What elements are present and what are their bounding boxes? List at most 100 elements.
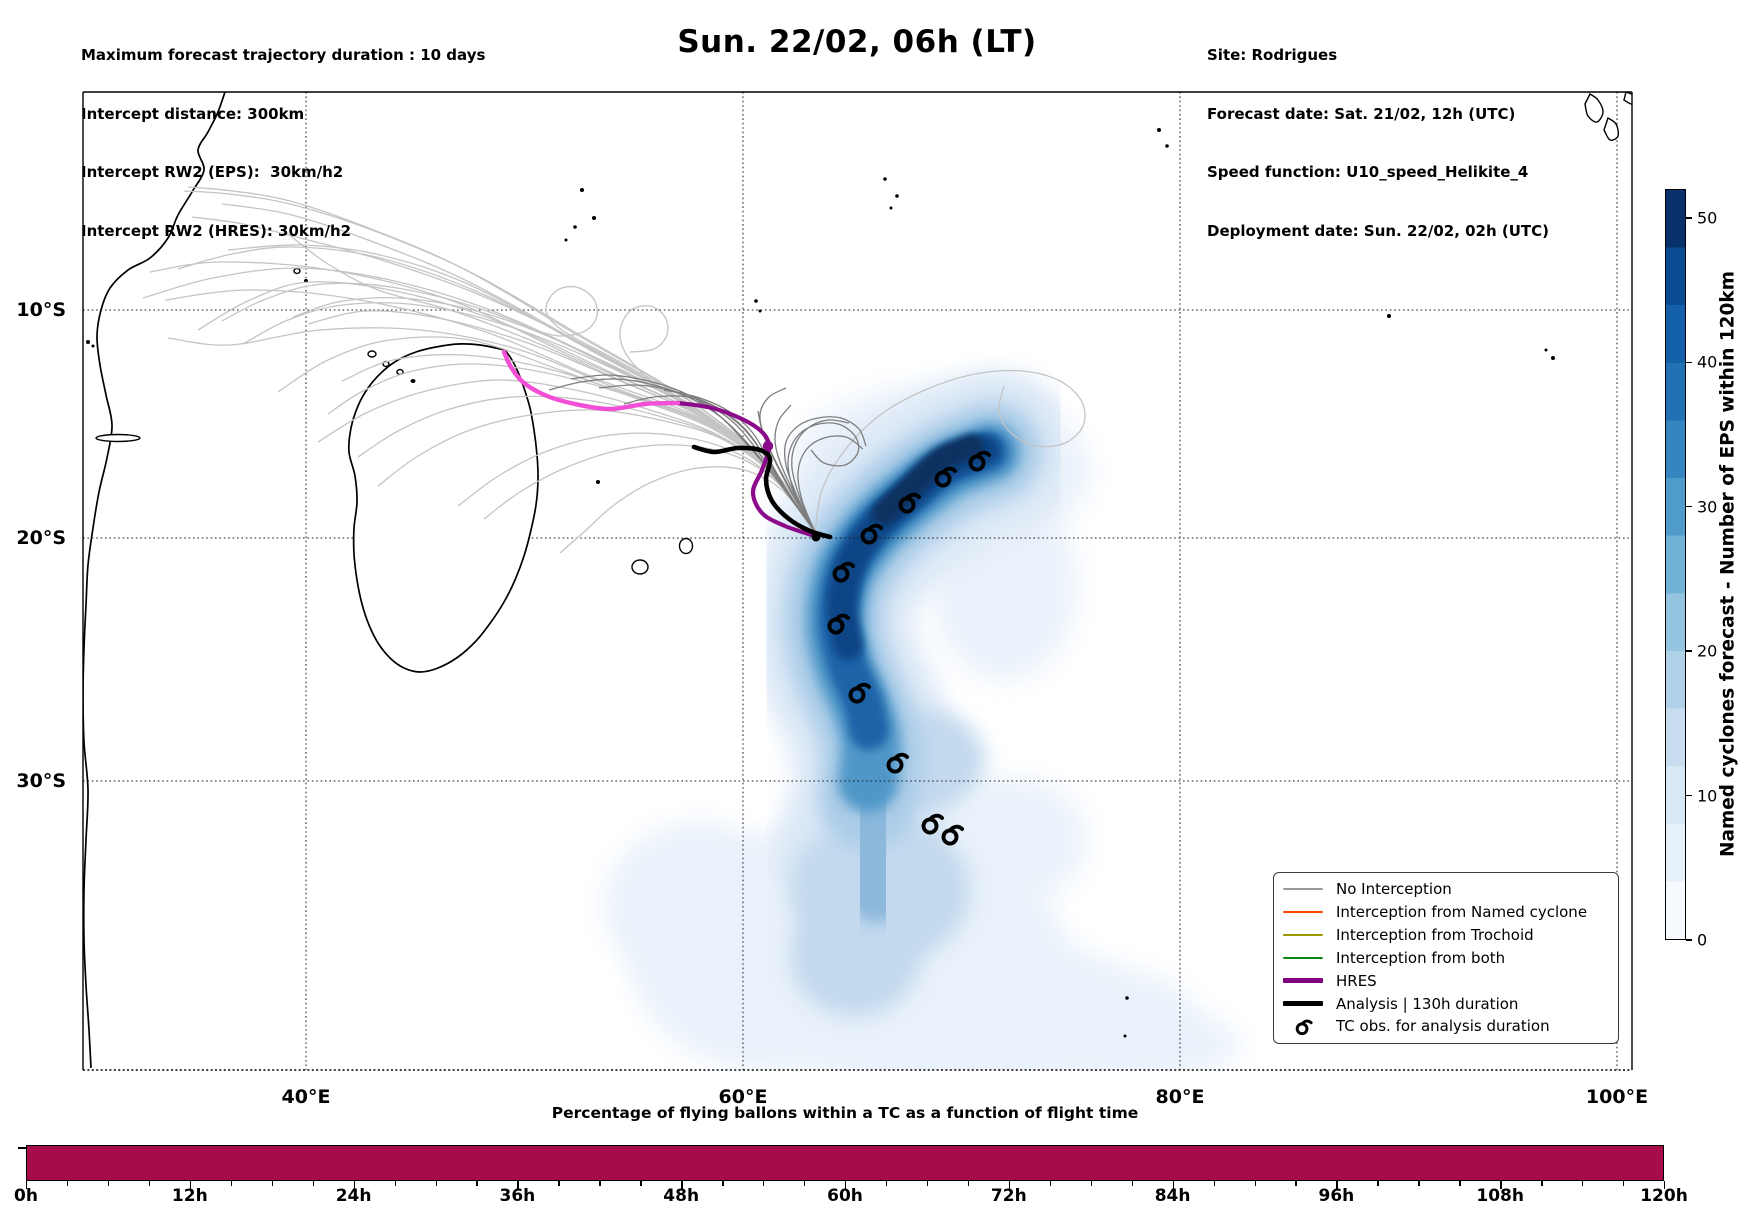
trajectory-no-interception: [457, 432, 816, 533]
island: [1165, 144, 1169, 148]
bottom-axis-tick: [722, 1181, 724, 1186]
bottom-axis-tick: [1172, 1181, 1174, 1189]
trajectory-no-interception: [814, 369, 1086, 533]
legend-item: Analysis | 130h duration: [1282, 993, 1610, 1015]
bottom-axis-tick: [1623, 1181, 1625, 1186]
island: [1544, 348, 1548, 352]
bottom-axis-tick-label: 12h: [171, 1186, 208, 1206]
island: [758, 309, 762, 313]
island: [580, 188, 584, 192]
bottom-axis-tick: [1500, 1181, 1502, 1189]
island: [596, 480, 600, 484]
bottom-axis-tick: [967, 1181, 970, 1186]
bottom-axis-tick-label: 36h: [499, 1186, 536, 1206]
island: [95, 433, 141, 443]
tc-observation-icon: [934, 466, 958, 488]
page-title: Sun. 22/02, 06h (LT): [677, 24, 1037, 60]
y-tick-label: 20°S: [16, 527, 66, 549]
trajectory-no-interception: [483, 444, 816, 533]
island: [91, 344, 95, 348]
bottom-axis-tick: [107, 1181, 110, 1186]
launch-site-dot: [811, 532, 821, 542]
param-line: Intercept RW2 (EPS): 30km/h2: [81, 163, 344, 181]
param-line: Maximum forecast trajectory duration : 1…: [81, 46, 486, 64]
bottom-axis-tick: [1008, 1181, 1011, 1189]
bottom-axis-tick: [885, 1181, 888, 1186]
legend-line-swatch: [1283, 956, 1323, 959]
bottom-axis-tick: [1459, 1181, 1461, 1186]
map-frame: [82, 91, 1633, 1071]
legend-item: Interception from Named cyclone: [1282, 901, 1610, 923]
y-tick-label: 30°S: [16, 770, 66, 792]
bottom-axis-tick: [189, 1181, 192, 1189]
island: [895, 194, 899, 198]
bottom-axis-tick: [476, 1181, 478, 1186]
colorbar-tick-label: 30: [1697, 497, 1718, 517]
forecast-params-block: Maximum forecast trajectory duration : 1…: [81, 7, 485, 280]
bottom-axis-tick: [1418, 1181, 1420, 1186]
trajectory-no-interception: [787, 422, 860, 533]
trajectory-no-interception: [533, 285, 816, 533]
legend-item: HRES: [1282, 970, 1610, 992]
bottom-axis-tick: [681, 1181, 683, 1189]
bottom-chart-title: Percentage of flying ballons within a TC…: [551, 1104, 1139, 1122]
bottom-axis-tick: [1664, 1181, 1666, 1189]
legend-item: Interception from both: [1282, 947, 1610, 969]
x-tick-label: 100°E: [1585, 1086, 1649, 1108]
bottom-axis-tick-label: 60h: [827, 1186, 863, 1206]
tc-observation-icon: [941, 824, 965, 846]
info-line: Site: Rodrigues: [1207, 46, 1338, 64]
trajectory-no-interception: [619, 305, 816, 533]
legend: No Interception Interception from Named c…: [1273, 872, 1619, 1044]
bottom-axis-tick: [1213, 1181, 1215, 1186]
analysis-track: [691, 444, 833, 540]
bottom-axis-tick: [66, 1181, 69, 1186]
info-line: Deployment date: Sun. 22/02, 02h (UTC): [1207, 221, 1550, 240]
colorbar-tick: [1686, 506, 1692, 508]
hres-position-dot: [762, 440, 774, 452]
hres-track-magenta: [501, 349, 681, 412]
param-line: Intercept RW2 (HRES): 30km/h2: [81, 221, 352, 240]
legend-item: No Interception: [1282, 878, 1610, 900]
bottom-axis-tick-label: 0h: [14, 1186, 38, 1206]
bottom-axis-tick: [1090, 1181, 1093, 1186]
bottom-axis-tick: [926, 1181, 929, 1186]
tc-observation-icon: [886, 752, 910, 774]
legend-label: Analysis | 130h duration: [1336, 994, 1519, 1013]
island: [1387, 314, 1391, 318]
island: [367, 350, 377, 358]
island: [564, 238, 568, 242]
info-line: Speed function: U10_speed_Helikite_4: [1207, 163, 1529, 181]
tc-density-heatmap: [605, 370, 1240, 1070]
bottom-axis-tick: [845, 1181, 847, 1189]
deterministic-tracks: [501, 349, 833, 542]
bottom-chart-ytick: [18, 1147, 26, 1149]
legend-line-swatch: [1283, 911, 1323, 914]
site-info-block: Site: Rodrigues Forecast date: Sat. 21/0…: [1207, 7, 1549, 280]
bottom-axis-tick-label: 84h: [1154, 1186, 1191, 1206]
colorbar: [1665, 189, 1686, 940]
bottom-axis-tick: [517, 1181, 519, 1189]
bottom-axis-tick-label: 108h: [1476, 1186, 1524, 1206]
trajectory-no-interception: [277, 336, 816, 533]
bottom-axis-tick: [640, 1181, 642, 1186]
tc-observation-icon: [848, 682, 872, 704]
bottom-axis-tick: [1582, 1181, 1584, 1186]
tc-observation-icon: [827, 613, 851, 635]
island: [573, 225, 577, 229]
x-tick-label: 80°E: [1155, 1086, 1205, 1108]
island: [410, 379, 416, 383]
bottom-axis-tick-label: 120h: [1640, 1186, 1688, 1206]
bottom-axis-tick: [599, 1181, 601, 1186]
bottom-axis-tick: [148, 1181, 151, 1186]
colorbar-tick-label: 50: [1697, 208, 1718, 228]
x-tick-label: 40°E: [281, 1086, 331, 1108]
colorbar-tick-label: 10: [1697, 786, 1718, 806]
colorbar-tick: [1686, 794, 1692, 797]
trajectory-no-interception: [791, 419, 850, 533]
info-line: Forecast date: Sat. 21/02, 12h (UTC): [1207, 104, 1516, 123]
bottom-axis-tick: [763, 1181, 765, 1186]
legend-label: No Interception: [1336, 880, 1452, 899]
